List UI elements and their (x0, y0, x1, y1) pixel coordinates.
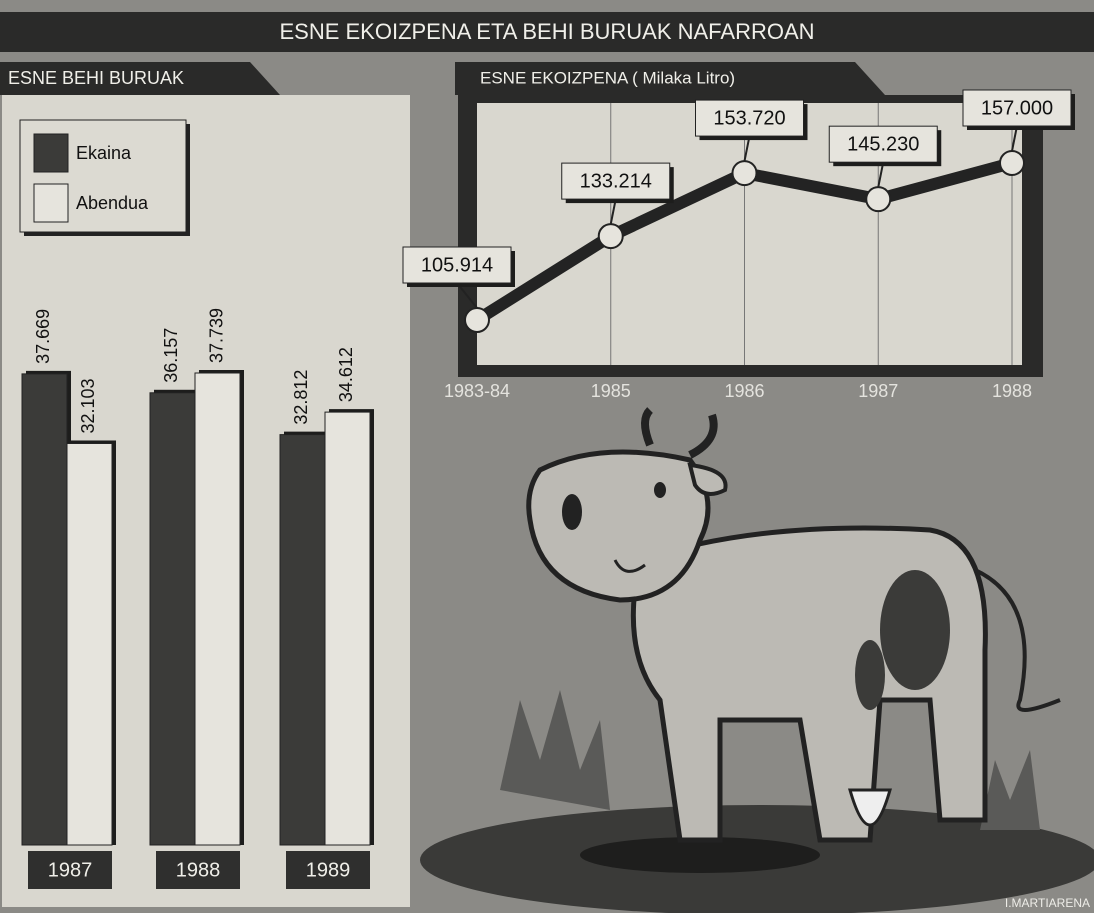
point (1000, 151, 1024, 175)
x-tick-label: 1987 (48, 859, 93, 881)
value-label: 157.000 (981, 97, 1053, 119)
legend-label: Abendua (76, 193, 149, 213)
bar (150, 393, 195, 845)
x-tick-label: 1983-84 (444, 381, 510, 401)
bar (195, 373, 240, 845)
main-title: ESNE EKOIZPENA ETA BEHI BURUAK NAFARROAN (279, 19, 814, 44)
value-label: 34.612 (336, 347, 356, 402)
value-label: 32.812 (291, 370, 311, 425)
value-label: 105.914 (421, 254, 493, 276)
bar (325, 412, 370, 845)
value-label: 37.739 (206, 308, 226, 363)
x-tick-label: 1986 (724, 381, 764, 401)
x-tick-label: 1989 (306, 859, 351, 881)
point (599, 224, 623, 248)
point (465, 308, 489, 332)
x-tick-label: 1987 (858, 381, 898, 401)
page: ESNE EKOIZPENA ETA BEHI BURUAK NAFARROAN… (0, 0, 1094, 913)
credit: I.MARTIARENA (1005, 896, 1090, 910)
value-label: 36.157 (161, 328, 181, 383)
infographic: ESNE EKOIZPENA ETA BEHI BURUAK NAFARROAN… (0, 0, 1094, 913)
bar (22, 374, 67, 845)
x-tick-label: 1985 (591, 381, 631, 401)
value-label: 153.720 (713, 107, 785, 129)
legend-label: Ekaina (76, 143, 132, 163)
x-tick-label: 1988 (176, 859, 221, 881)
point (866, 187, 890, 211)
legend-swatch (34, 184, 68, 222)
point (733, 161, 757, 185)
bar-chart-title: ESNE BEHI BURUAK (8, 68, 184, 88)
bar (67, 443, 112, 845)
x-tick-label: 1988 (992, 381, 1032, 401)
value-label: 145.230 (847, 133, 919, 155)
value-label: 37.669 (33, 309, 53, 364)
value-label: 133.214 (580, 170, 652, 192)
value-label: 32.103 (78, 378, 98, 433)
bar (280, 435, 325, 845)
legend-swatch (34, 134, 68, 172)
line-chart-title: ESNE EKOIZPENA ( Milaka Litro) (480, 68, 735, 87)
